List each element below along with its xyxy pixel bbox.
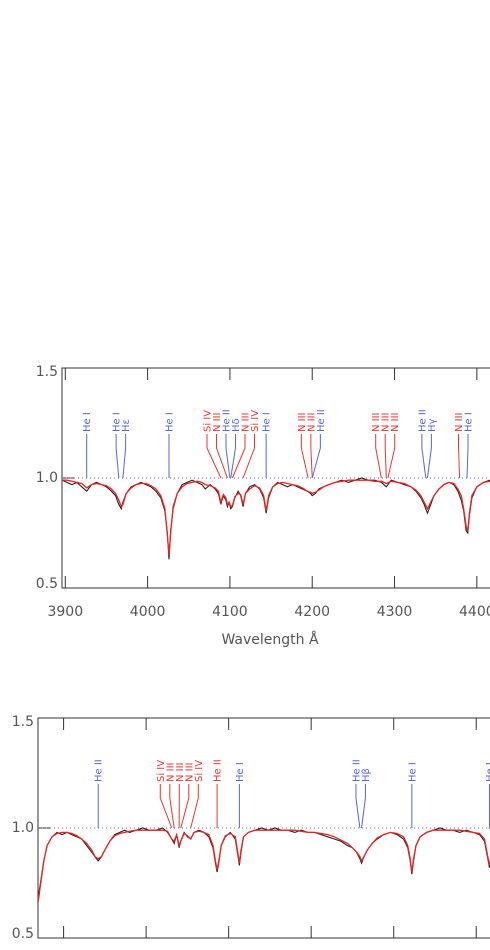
- annotation-line: [311, 434, 321, 479]
- annotation-line: [355, 784, 361, 829]
- annotation-label: N III: [165, 762, 176, 782]
- spectrum-line: [38, 829, 490, 903]
- annotation-line: [159, 784, 173, 829]
- spectra: [62, 477, 490, 560]
- annotation-label: N III: [175, 762, 186, 782]
- annotation-label: He I: [112, 412, 123, 432]
- annotation-label: He II: [351, 759, 362, 782]
- x-tick-label: 4200: [294, 604, 330, 620]
- annotation-line: [169, 784, 175, 829]
- annotation-label: Si IV: [156, 760, 167, 782]
- annotation-label: He I: [407, 762, 418, 782]
- annotation-label: He I: [464, 412, 475, 432]
- y-tick-label: 1.0: [36, 470, 58, 486]
- spectrum-line: [62, 477, 490, 560]
- annotation-label: N III: [297, 412, 308, 432]
- annotation-label: N III: [184, 762, 195, 782]
- annotation-label: He II: [417, 409, 428, 432]
- annotation-label: He II: [94, 759, 105, 782]
- y-tick-label: 1.5: [12, 714, 34, 730]
- annotation-line: [375, 434, 382, 479]
- annotation-line: [421, 434, 427, 479]
- x-tick-label: 4300: [377, 604, 413, 620]
- x-tick-label: 4000: [130, 604, 166, 620]
- annotation-label: Hγ: [427, 418, 438, 432]
- y-tick-label: 0.5: [36, 576, 58, 592]
- annotation-line: [426, 434, 432, 479]
- annotation-label: He I: [262, 412, 273, 432]
- annotation-line: [215, 434, 228, 479]
- annotation-label: N III: [306, 412, 317, 432]
- annotation-line: [466, 434, 469, 479]
- annotation-label: He I: [82, 412, 93, 432]
- x-axis-title: Wavelength Å: [221, 631, 319, 648]
- annotation-label: He II: [213, 759, 224, 782]
- annotation-line: [300, 434, 309, 479]
- annotation-line: [384, 434, 387, 479]
- annotation-line: [190, 784, 199, 829]
- annotation-label: Hε: [121, 419, 132, 432]
- annotation-line: [242, 434, 255, 479]
- annotation-line: [361, 784, 366, 829]
- annotation-label: N III: [240, 412, 251, 432]
- annotation-line: [231, 434, 246, 479]
- annotation-line: [225, 434, 231, 479]
- spectrum-line: [38, 827, 490, 899]
- y-tick-label: 0.5: [12, 926, 34, 942]
- annotation-line: [206, 434, 222, 479]
- spectra: [38, 827, 490, 903]
- annotation-label: He II: [221, 409, 232, 432]
- x-tick-label: 4100: [212, 604, 248, 620]
- annotation-label: He I: [235, 762, 246, 782]
- annotation-label: N III: [390, 412, 401, 432]
- annotation-line: [115, 434, 120, 479]
- x-tick-label: 3900: [47, 604, 83, 620]
- annotation-label: N III: [454, 412, 465, 432]
- annotation-label: Hβ: [361, 768, 372, 782]
- annotation-line: [122, 434, 127, 479]
- annotation-label: N III: [212, 412, 223, 432]
- annotation-label: Hδ: [231, 418, 242, 432]
- annotation-line: [458, 434, 461, 479]
- annotation-label: Si IV: [202, 410, 213, 432]
- y-tick-label: 1.0: [12, 820, 34, 836]
- y-tick-label: 1.5: [36, 364, 58, 380]
- annotation-line: [310, 434, 313, 479]
- annotation-line: [387, 434, 396, 479]
- annotation-label: N III: [381, 412, 392, 432]
- spectrum-line: [62, 479, 490, 556]
- annotation-line: [230, 434, 236, 479]
- annotation-line: [180, 784, 190, 829]
- annotation-label: He I: [485, 762, 490, 782]
- annotation-label: Si IV: [194, 760, 205, 782]
- annotation-label: Si IV: [250, 410, 261, 432]
- annotation-label: He II: [316, 409, 327, 432]
- annotation-label: N III: [371, 412, 382, 432]
- annotation-label: He I: [165, 412, 176, 432]
